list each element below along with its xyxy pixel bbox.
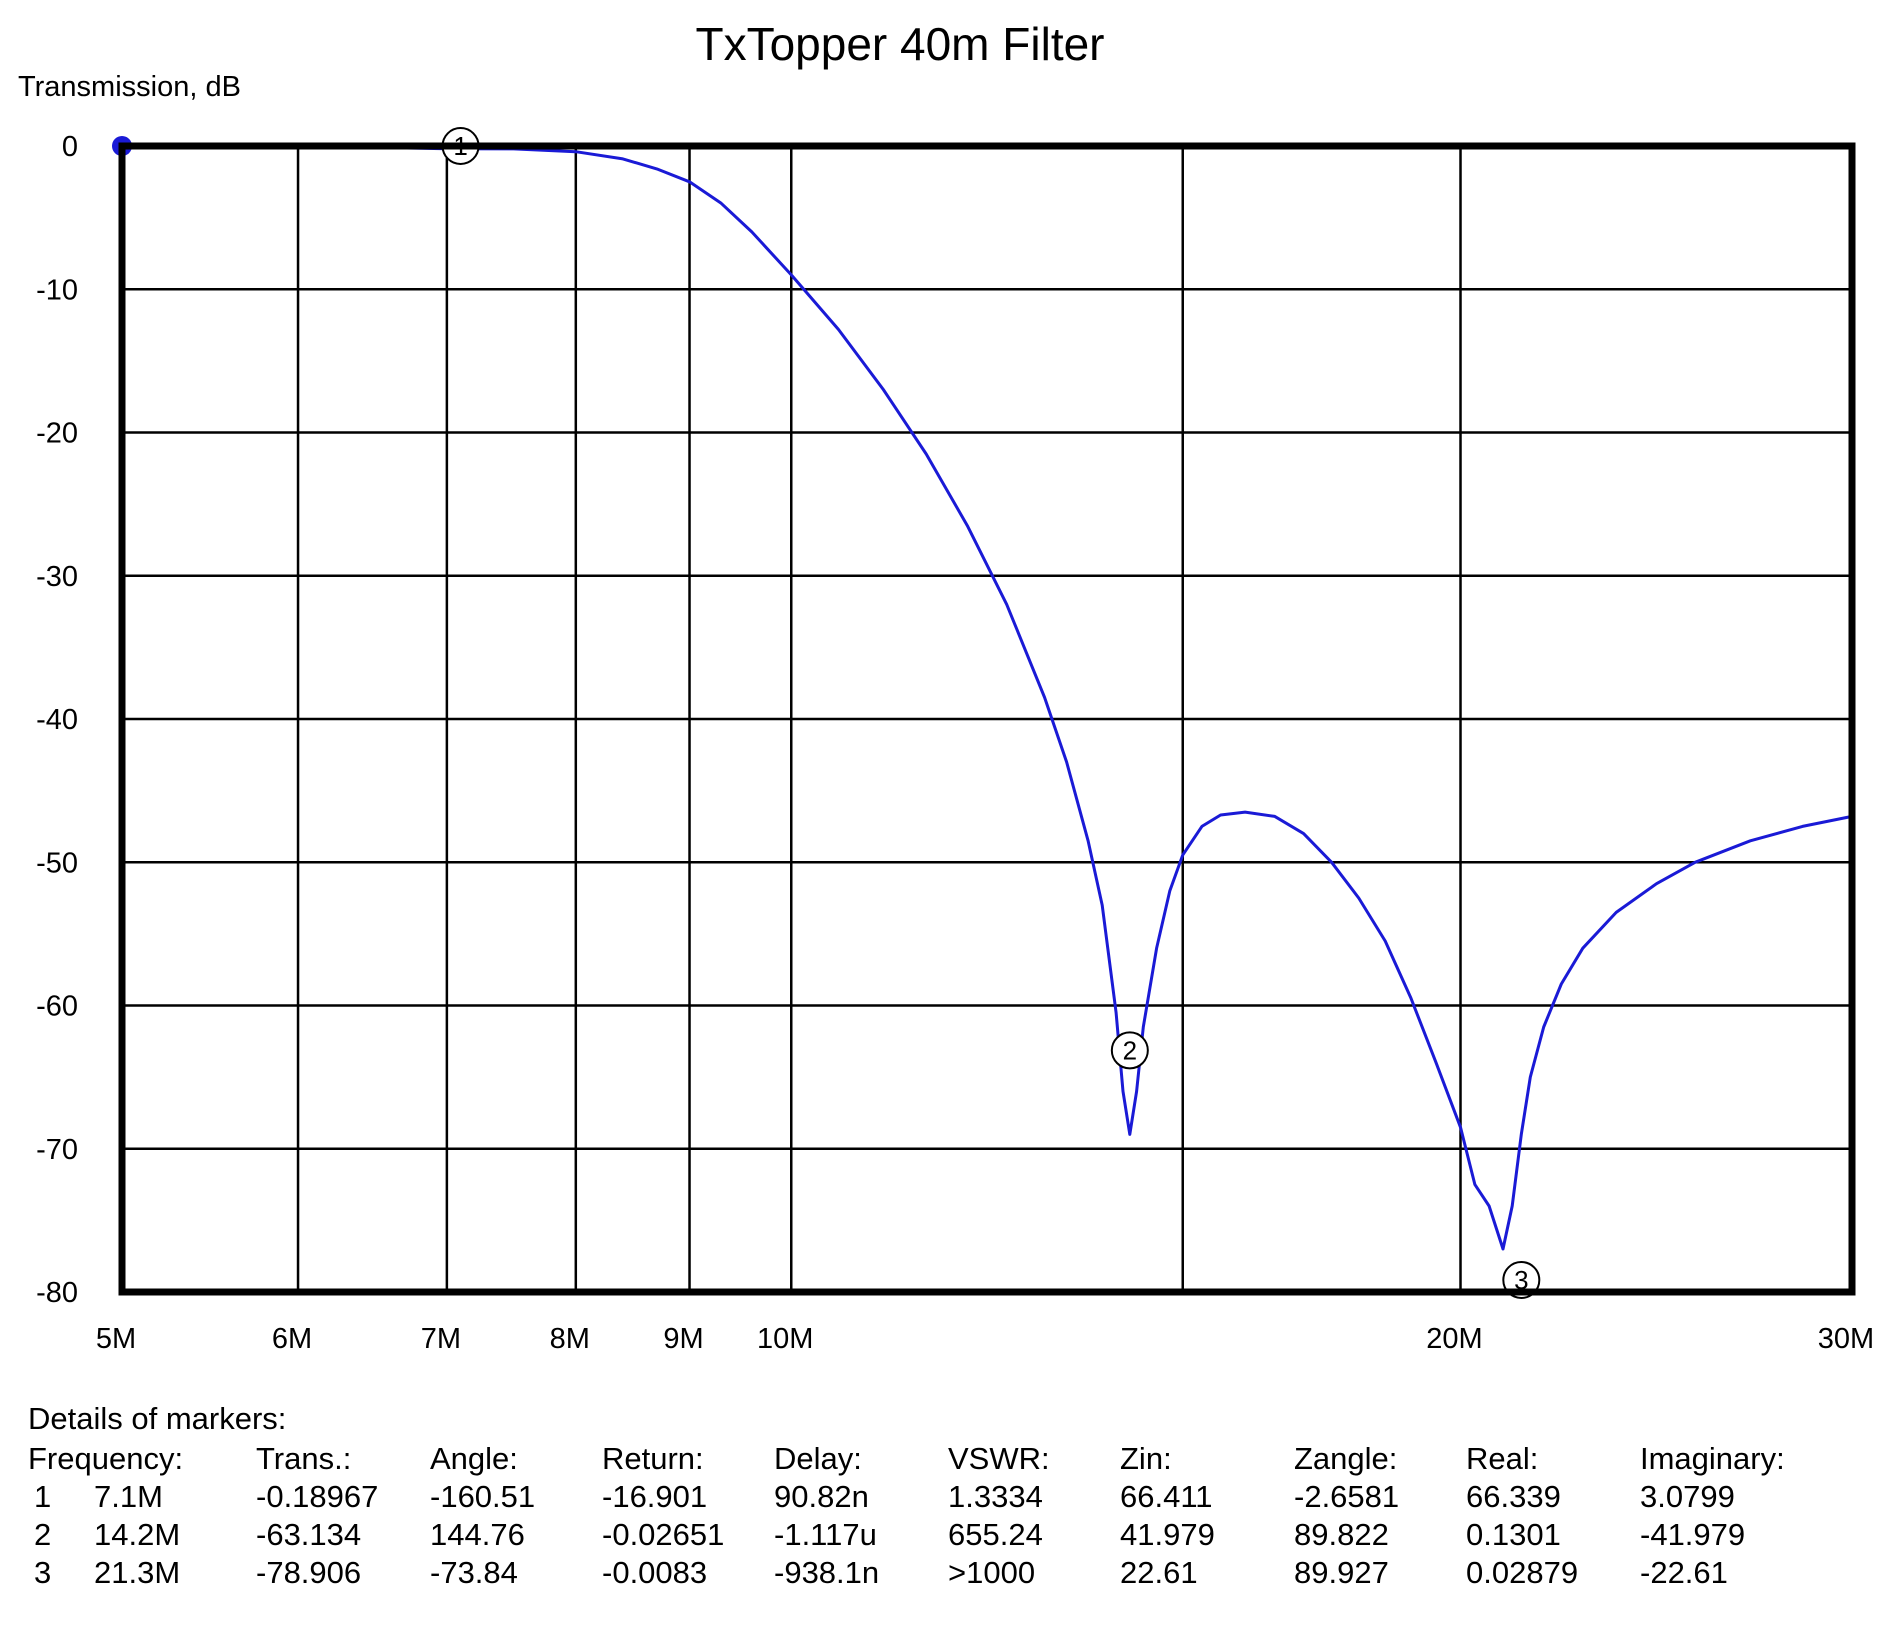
transmission-chart: TxTopper 40m Filter Transmission, dB 0 -1…	[18, 18, 1874, 1355]
y-tick-labels: 0 -10 -20 -30 -40 -50 -60 -70 -80	[36, 131, 78, 1309]
x-tick-label: 6M	[272, 1323, 312, 1355]
marker-row: 1 7.1M -0.18967 -160.51 -16.901 90.82n 1.3334 6…	[28, 1478, 1868, 1516]
x-tick-label: 5M	[96, 1323, 136, 1355]
column-header: Trans.:	[256, 1441, 352, 1476]
marker-value: 21.3M	[94, 1555, 181, 1590]
y-tick-label: -10	[36, 274, 78, 306]
y-tick-label: -70	[36, 1134, 78, 1166]
marker-value: -73.84	[430, 1555, 518, 1590]
column-header: Frequency:	[28, 1441, 184, 1476]
x-tick-label: 9M	[663, 1323, 703, 1355]
marker-value: -41.979	[1640, 1517, 1746, 1552]
x-tick-labels: 5M 6M 7M 8M 9M 10M 20M 30M	[96, 1323, 1874, 1355]
marker-value: -0.02651	[602, 1517, 725, 1552]
marker-value: >1000	[948, 1555, 1036, 1590]
marker-value: -2.6581	[1294, 1479, 1400, 1514]
marker-value: 66.411	[1120, 1479, 1213, 1514]
marker-value: 89.927	[1294, 1555, 1389, 1590]
grid	[120, 144, 1854, 1294]
column-header: VSWR:	[948, 1441, 1050, 1476]
series-layer	[112, 136, 1853, 1251]
x-tick-label: 8M	[550, 1323, 590, 1355]
y-tick-label: -20	[36, 418, 78, 450]
x-tick-label: 7M	[421, 1323, 461, 1355]
series-line	[122, 144, 1853, 1251]
column-header: Delay:	[774, 1441, 862, 1476]
marker-value: 66.339	[1466, 1479, 1561, 1514]
marker-value: 3.0799	[1640, 1479, 1735, 1514]
y-tick-label: -40	[36, 704, 78, 736]
marker-value: 655.24	[948, 1517, 1043, 1552]
marker-value: 14.2M	[94, 1517, 181, 1552]
plot-frame	[118, 142, 1856, 1296]
marker-value: -22.61	[1640, 1555, 1728, 1590]
marker-header-row: Frequency: Trans.: Angle: Return: Delay: VSWR…	[28, 1440, 1868, 1478]
marker-value: -78.906	[256, 1555, 362, 1590]
marker-details-heading: Details of markers:	[28, 1401, 287, 1436]
marker-2: 2	[1110, 1031, 1149, 1070]
marker-row: 3 21.3M -78.906 -73.84 -0.0083 -938.1n >1000 22…	[28, 1554, 1868, 1592]
marker-value: 1.3334	[948, 1479, 1043, 1514]
marker-circle	[1110, 1031, 1149, 1070]
y-tick-label: -50	[36, 847, 78, 879]
marker-value: 22.61	[1120, 1555, 1198, 1590]
marker-row: 2 14.2M -63.134 144.76 -0.02651 -1.117u 655.24…	[28, 1516, 1868, 1554]
marker-label: 3	[1514, 1265, 1528, 1295]
marker-value: -938.1n	[774, 1555, 880, 1590]
column-header: Imaginary:	[1640, 1441, 1785, 1476]
column-header: Real:	[1466, 1441, 1539, 1476]
marker-details-table: Frequency: Trans.: Angle: Return: Delay: VSWR…	[28, 1440, 1868, 1592]
marker-label: 2	[1123, 1035, 1137, 1065]
y-tick-label: -60	[36, 991, 78, 1023]
column-header: Angle:	[430, 1441, 518, 1476]
marker-value: -0.0083	[602, 1555, 708, 1590]
marker-id: 3	[34, 1555, 52, 1590]
marker-details: Details of markers: Frequency: Trans.: Ang…	[28, 1400, 1868, 1592]
marker-value: -1.117u	[774, 1517, 877, 1552]
marker-value: 0.02879	[1466, 1555, 1579, 1590]
x-tick-label: 10M	[757, 1323, 813, 1355]
marker-value: 90.82n	[774, 1479, 869, 1514]
chart-title: TxTopper 40m Filter	[695, 18, 1104, 70]
marker-value: 7.1M	[94, 1479, 163, 1514]
column-header: Return:	[602, 1441, 704, 1476]
column-header: Zangle:	[1294, 1441, 1398, 1476]
marker-value: -63.134	[256, 1517, 362, 1552]
marker-id: 1	[34, 1479, 52, 1514]
marker-layer: 123	[441, 127, 1541, 1299]
y-tick-label: -80	[36, 1277, 78, 1309]
marker-value: 89.822	[1294, 1517, 1389, 1552]
marker-value: -0.18967	[256, 1479, 379, 1514]
y-tick-label: 0	[62, 131, 78, 163]
y-tick-label: -30	[36, 561, 78, 593]
marker-value: -160.51	[430, 1479, 536, 1514]
marker-id: 2	[34, 1517, 52, 1552]
marker-value: 0.1301	[1466, 1517, 1561, 1552]
x-tick-label: 20M	[1426, 1323, 1482, 1355]
y-axis-label: Transmission, dB	[18, 71, 241, 103]
marker-value: -16.901	[602, 1479, 708, 1514]
column-header: Zin:	[1120, 1441, 1172, 1476]
marker-value: 41.979	[1120, 1517, 1215, 1552]
marker-value: 144.76	[430, 1517, 525, 1552]
x-tick-label: 30M	[1818, 1323, 1874, 1355]
